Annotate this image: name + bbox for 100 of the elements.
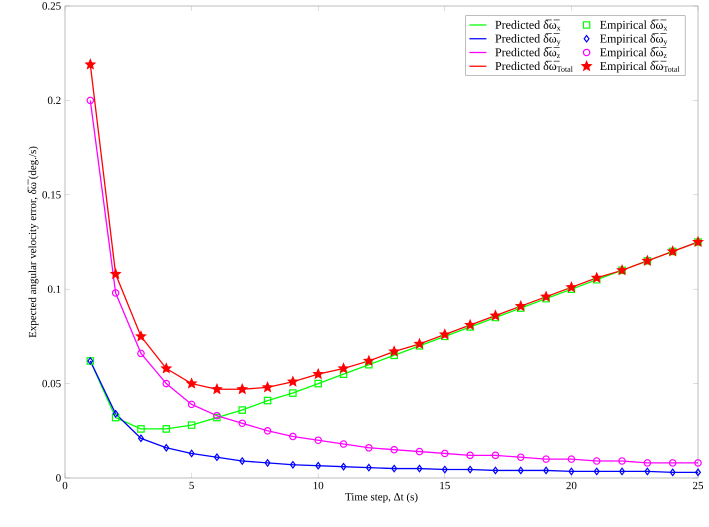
- legend-label: Empirical δ̅ω̅$_{z}$: [600, 47, 667, 59]
- point: [262, 382, 274, 392]
- point: [644, 459, 652, 467]
- point: [340, 462, 347, 470]
- point: [566, 282, 577, 292]
- point: [416, 464, 422, 472]
- legend-label: Empirical δ̅ω̅$_{y}$: [600, 33, 668, 46]
- point: [365, 360, 373, 369]
- point: [238, 419, 246, 428]
- point: [162, 380, 170, 388]
- point: [390, 446, 398, 454]
- point: [188, 421, 196, 429]
- point: [312, 368, 324, 379]
- point: [644, 468, 650, 476]
- point: [618, 457, 626, 465]
- x-tick-label: 15: [440, 482, 450, 490]
- point: [492, 466, 498, 474]
- point: [441, 450, 449, 458]
- point: [290, 460, 296, 469]
- x-tick-label: 25: [693, 482, 704, 490]
- y-tick-label: 0: [56, 474, 61, 482]
- y-tick-label: 0.25: [42, 2, 61, 10]
- point: [137, 425, 145, 433]
- point: [287, 376, 298, 386]
- point: [366, 464, 372, 472]
- point: [135, 330, 146, 342]
- x-tick-label: 5: [190, 482, 194, 490]
- y-tick-label: 0.15: [42, 191, 61, 199]
- x-tick-label: 10: [314, 482, 324, 490]
- point: [492, 452, 500, 460]
- point: [314, 380, 322, 388]
- point: [363, 355, 374, 366]
- point: [238, 406, 246, 414]
- point: [112, 289, 120, 297]
- point: [670, 468, 676, 476]
- point: [592, 457, 601, 465]
- point: [414, 338, 425, 349]
- y-tick-label: 0.1: [48, 285, 60, 293]
- y-axis-title: Expected angular velocity error, δ̅ω̅ (deg./s): [28, 146, 38, 338]
- point: [668, 459, 676, 467]
- point: [163, 444, 170, 452]
- x-axis-title: Time step, Δt (s): [345, 492, 418, 503]
- point: [264, 427, 272, 435]
- point: [464, 319, 476, 330]
- point: [314, 436, 322, 444]
- point: [340, 440, 348, 448]
- legend-label: Predicted δ̅ω̅$_{y}$: [495, 33, 561, 46]
- point: [594, 468, 600, 476]
- point: [188, 450, 195, 458]
- point: [390, 351, 398, 360]
- point: [84, 58, 96, 70]
- point: [289, 389, 297, 397]
- point: [442, 466, 448, 474]
- point: [391, 464, 398, 472]
- point: [543, 466, 550, 474]
- point: [416, 448, 424, 456]
- point: [112, 414, 120, 422]
- point: [264, 459, 271, 467]
- legend-label: Predicted δ̅ω̅$_{Total}$: [495, 60, 573, 72]
- point: [568, 455, 576, 463]
- point: [542, 455, 550, 463]
- point: [518, 466, 524, 474]
- x-tick-label: 20: [566, 482, 576, 490]
- point: [236, 383, 248, 394]
- point: [516, 453, 525, 462]
- point: [619, 468, 626, 476]
- point: [186, 378, 198, 388]
- point: [540, 290, 552, 302]
- legend-label: Empirical δ̅ω̅$_{Total}$: [600, 60, 680, 72]
- point: [264, 396, 272, 404]
- point: [338, 362, 350, 374]
- point: [289, 432, 297, 440]
- point: [466, 452, 474, 460]
- point: [416, 342, 424, 350]
- point: [439, 328, 450, 340]
- x-tick-label: 0: [62, 482, 68, 490]
- point: [568, 468, 574, 476]
- point: [490, 310, 501, 320]
- point: [137, 350, 145, 358]
- point: [315, 462, 322, 470]
- point: [515, 300, 526, 311]
- y-tick-label: 0.05: [42, 380, 61, 388]
- point: [388, 346, 400, 356]
- point: [162, 425, 170, 433]
- point: [340, 370, 348, 378]
- point: [188, 400, 196, 408]
- legend-label: Predicted δ̅ω̅$_{x}$: [495, 20, 561, 31]
- point: [160, 362, 172, 374]
- point: [239, 457, 246, 465]
- point: [112, 410, 119, 418]
- y-tick-label: 0.2: [48, 96, 61, 104]
- point: [214, 453, 220, 462]
- point: [110, 268, 122, 279]
- legend-label: Empirical δ̅ω̅$_{x}$: [600, 20, 668, 32]
- legend-label: Predicted δ̅ω̅$_{z}$: [495, 47, 560, 58]
- point: [211, 383, 222, 394]
- point: [138, 434, 144, 442]
- point: [467, 466, 474, 474]
- point: [365, 444, 373, 452]
- point: [591, 272, 602, 283]
